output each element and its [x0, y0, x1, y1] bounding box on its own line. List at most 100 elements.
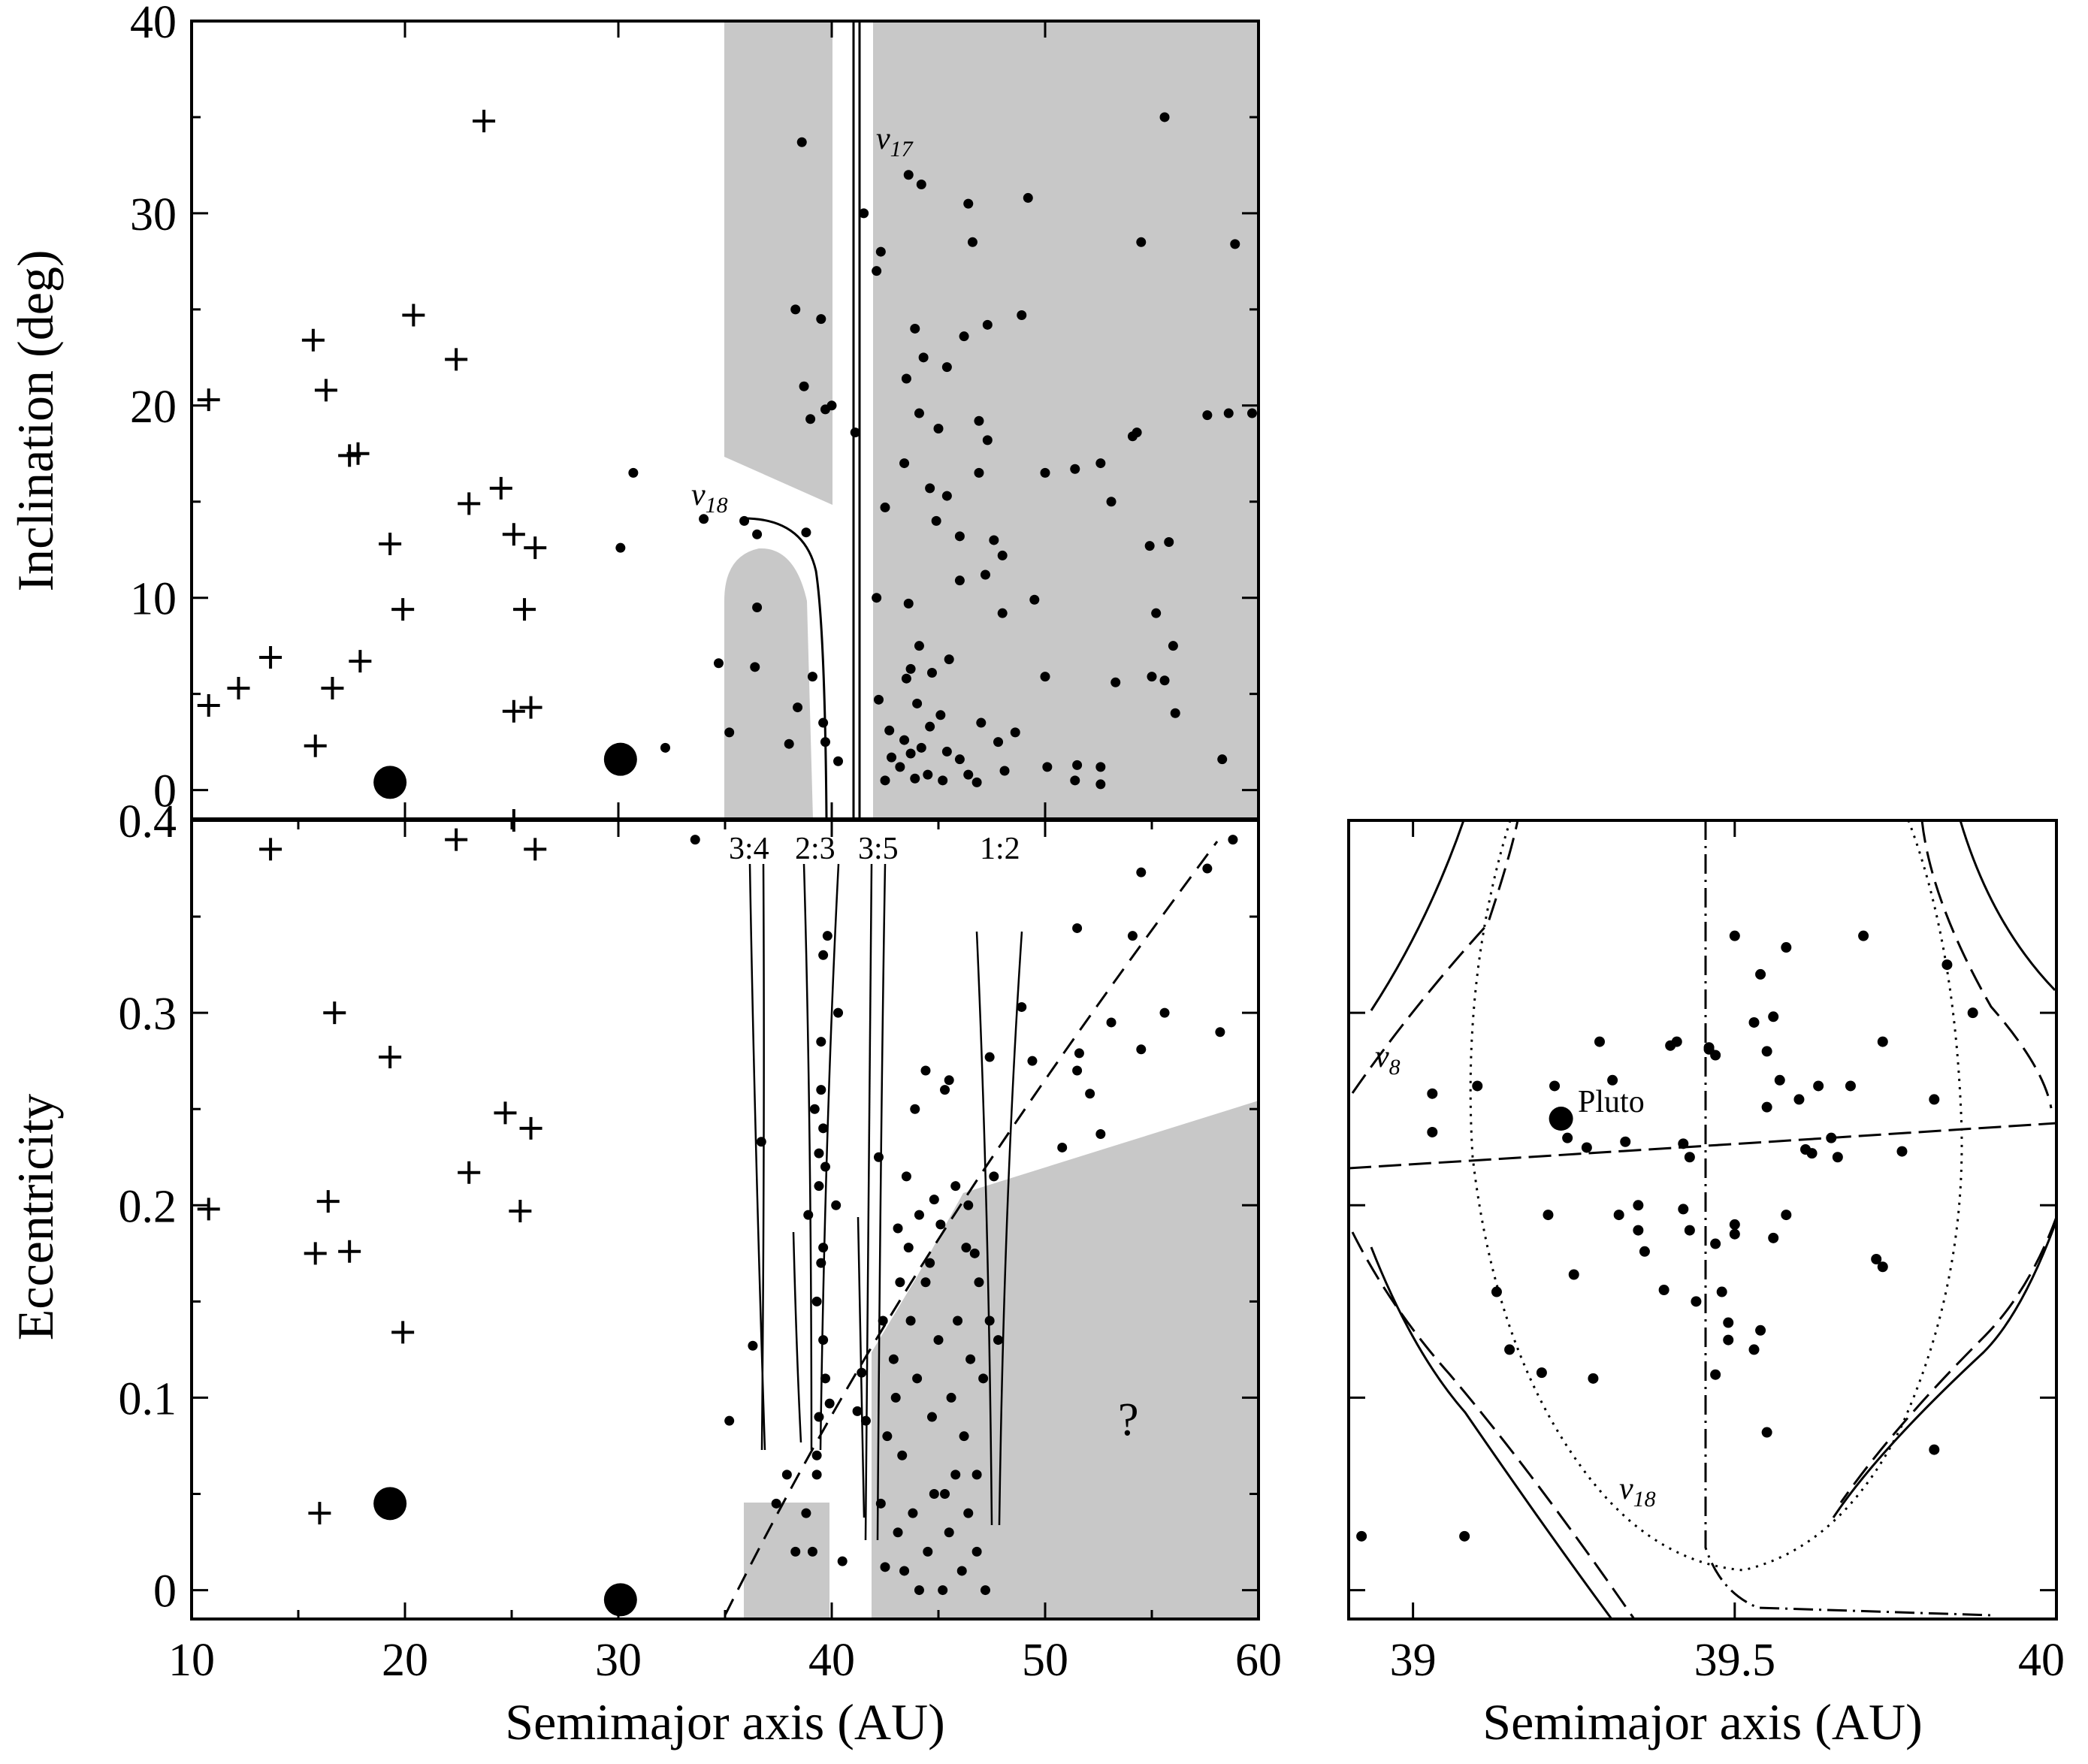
plus-marker: [458, 492, 481, 515]
y-tick-label: 20: [130, 382, 177, 433]
tno-dot: [901, 373, 911, 384]
tno-dot: [897, 1450, 908, 1460]
tno-dot: [916, 742, 926, 753]
inset-curves: [1349, 820, 2056, 1619]
tno-dot: [1168, 641, 1178, 651]
tno-dot: [882, 1431, 893, 1442]
resonance-labels: 3:4 2:3 3:5 1:2: [729, 832, 1020, 866]
tno-dot: [615, 542, 626, 553]
tno-dot: [926, 1412, 937, 1422]
tno-dot: [873, 694, 884, 705]
tno-dot: [1877, 1036, 1888, 1047]
tno-dot: [905, 663, 916, 674]
tno-dot: [959, 331, 969, 342]
tno-dot: [807, 1546, 817, 1557]
tno-dot: [872, 593, 882, 603]
tno-dot: [1562, 1132, 1573, 1143]
tno-dot: [963, 198, 974, 209]
tno-dot: [1691, 1296, 1702, 1307]
tno-dot: [805, 414, 816, 424]
tno-dot: [1144, 541, 1155, 551]
tno-dot: [816, 1085, 826, 1095]
tno-dot: [910, 1104, 920, 1114]
tno-dot: [1832, 1152, 1843, 1163]
tno-dot: [903, 598, 914, 609]
tno-dot: [887, 752, 897, 763]
plus-marker: [379, 1046, 402, 1069]
plus-marker: [458, 1161, 481, 1184]
tno-dot: [793, 702, 803, 713]
plus-marker: [321, 676, 344, 699]
tno-dot: [963, 769, 974, 780]
tno-dot: [1594, 1036, 1605, 1047]
tno-dot: [833, 756, 844, 766]
tno-dot: [918, 352, 929, 363]
x-tick-label: 30: [595, 1635, 642, 1686]
tno-dot: [933, 424, 944, 434]
question-mark: ?: [1118, 1394, 1139, 1445]
tno-dot: [1568, 1269, 1579, 1280]
tno-dot: [1581, 1142, 1592, 1153]
tno-dot: [1215, 1027, 1225, 1038]
tno-dot: [967, 237, 978, 247]
tno-dot: [993, 1335, 1004, 1346]
y-tick-label: 0.4: [119, 796, 177, 847]
tno-dot: [971, 777, 982, 787]
tno-dot: [818, 1123, 829, 1134]
tno-dot: [1042, 762, 1053, 772]
tno-dot: [713, 658, 724, 669]
tno-dot: [1095, 1129, 1106, 1140]
plus-marker: [197, 694, 220, 717]
tno-dot: [801, 1508, 811, 1518]
tno-dot: [1127, 931, 1138, 941]
bottom-x-ticks: 10 20 30 40 50 60: [168, 820, 1282, 1686]
tno-dot: [893, 1527, 903, 1538]
tno-dot: [809, 1104, 820, 1114]
tno-dot: [914, 408, 924, 418]
tno-dot: [1678, 1204, 1689, 1215]
tno-dot: [1543, 1210, 1554, 1221]
tno-dot: [814, 1412, 824, 1422]
tno-dot: [1164, 536, 1174, 547]
x-tick-label: 10: [168, 1635, 215, 1686]
tno-dot: [831, 1200, 842, 1210]
top-plus-markers: [197, 110, 547, 757]
tno-dot: [1826, 1132, 1837, 1143]
pluto-inset-panel: Pluto ν8 ν18 39 39.5 40 Semimajor axis (AU…: [1347, 819, 2065, 1750]
tno-dot: [1228, 835, 1238, 845]
tno-dot: [905, 1315, 916, 1326]
plus-marker: [308, 1502, 331, 1525]
tno-dot: [1504, 1344, 1515, 1355]
tno-dot: [824, 1398, 835, 1409]
x-tick-label: 39: [1390, 1635, 1437, 1686]
plus-marker: [314, 379, 337, 402]
tno-dot: [1768, 1011, 1779, 1022]
tno-dot: [816, 1258, 826, 1268]
tno-dot: [803, 1210, 814, 1220]
tno-dot: [790, 304, 801, 315]
plus-marker: [316, 1190, 340, 1213]
bottom-plus-markers: [197, 809, 547, 1525]
tno-dot: [1761, 1427, 1772, 1438]
tno-dot: [980, 569, 990, 580]
tno-dot: [940, 1085, 950, 1095]
tno-dot: [1223, 408, 1234, 418]
inset-x-ticks: 39 39.5 40: [1390, 820, 2065, 1686]
plus-marker: [519, 1116, 542, 1140]
tno-dot: [699, 514, 709, 524]
x-tick-label: 50: [1022, 1635, 1068, 1686]
tno-dot: [1748, 1016, 1760, 1028]
planet-marker: [373, 1487, 407, 1521]
plus-marker: [197, 388, 220, 412]
plus-marker: [509, 1199, 532, 1222]
tno-dot: [954, 575, 965, 586]
tno-dot: [954, 531, 965, 542]
tno-dot: [980, 1585, 990, 1596]
tno-dot: [901, 1171, 911, 1182]
plus-marker: [349, 650, 372, 673]
tno-dot: [1159, 1007, 1170, 1018]
tno-dot: [1106, 1017, 1117, 1028]
tno-dot: [1781, 942, 1792, 953]
resonance-label-3-4: 3:4: [729, 832, 769, 866]
